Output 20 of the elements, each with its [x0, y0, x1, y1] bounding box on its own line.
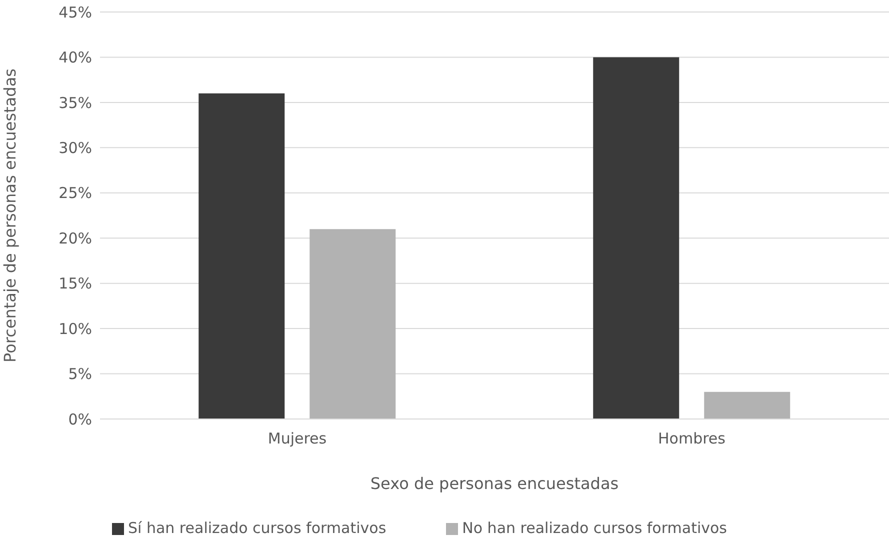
bar: [704, 392, 790, 419]
y-tick-label: 0%: [68, 410, 92, 428]
y-tick-label: 15%: [58, 274, 92, 293]
y-tick-label: 45%: [58, 3, 92, 22]
y-axis-title: Porcentaje de personas encuestadas: [0, 68, 20, 362]
y-tick-label: 10%: [58, 320, 92, 338]
y-tick-label: 20%: [58, 229, 92, 248]
bar: [198, 93, 285, 419]
x-tick-label: Mujeres: [268, 430, 327, 448]
bar: [310, 229, 396, 419]
x-tick-label: Hombres: [658, 430, 726, 448]
y-tick-label: 30%: [58, 138, 92, 157]
legend-label: No han realizado cursos formativos: [462, 519, 727, 537]
y-tick-label: 25%: [58, 184, 92, 202]
legend-label: Sí han realizado cursos formativos: [128, 519, 386, 537]
bar: [593, 57, 680, 419]
y-tick-label: 35%: [58, 94, 92, 112]
y-tick-label: 40%: [58, 48, 92, 67]
x-axis-title: Sexo de personas encuestadas: [370, 474, 619, 493]
y-tick-label: 5%: [68, 365, 92, 384]
